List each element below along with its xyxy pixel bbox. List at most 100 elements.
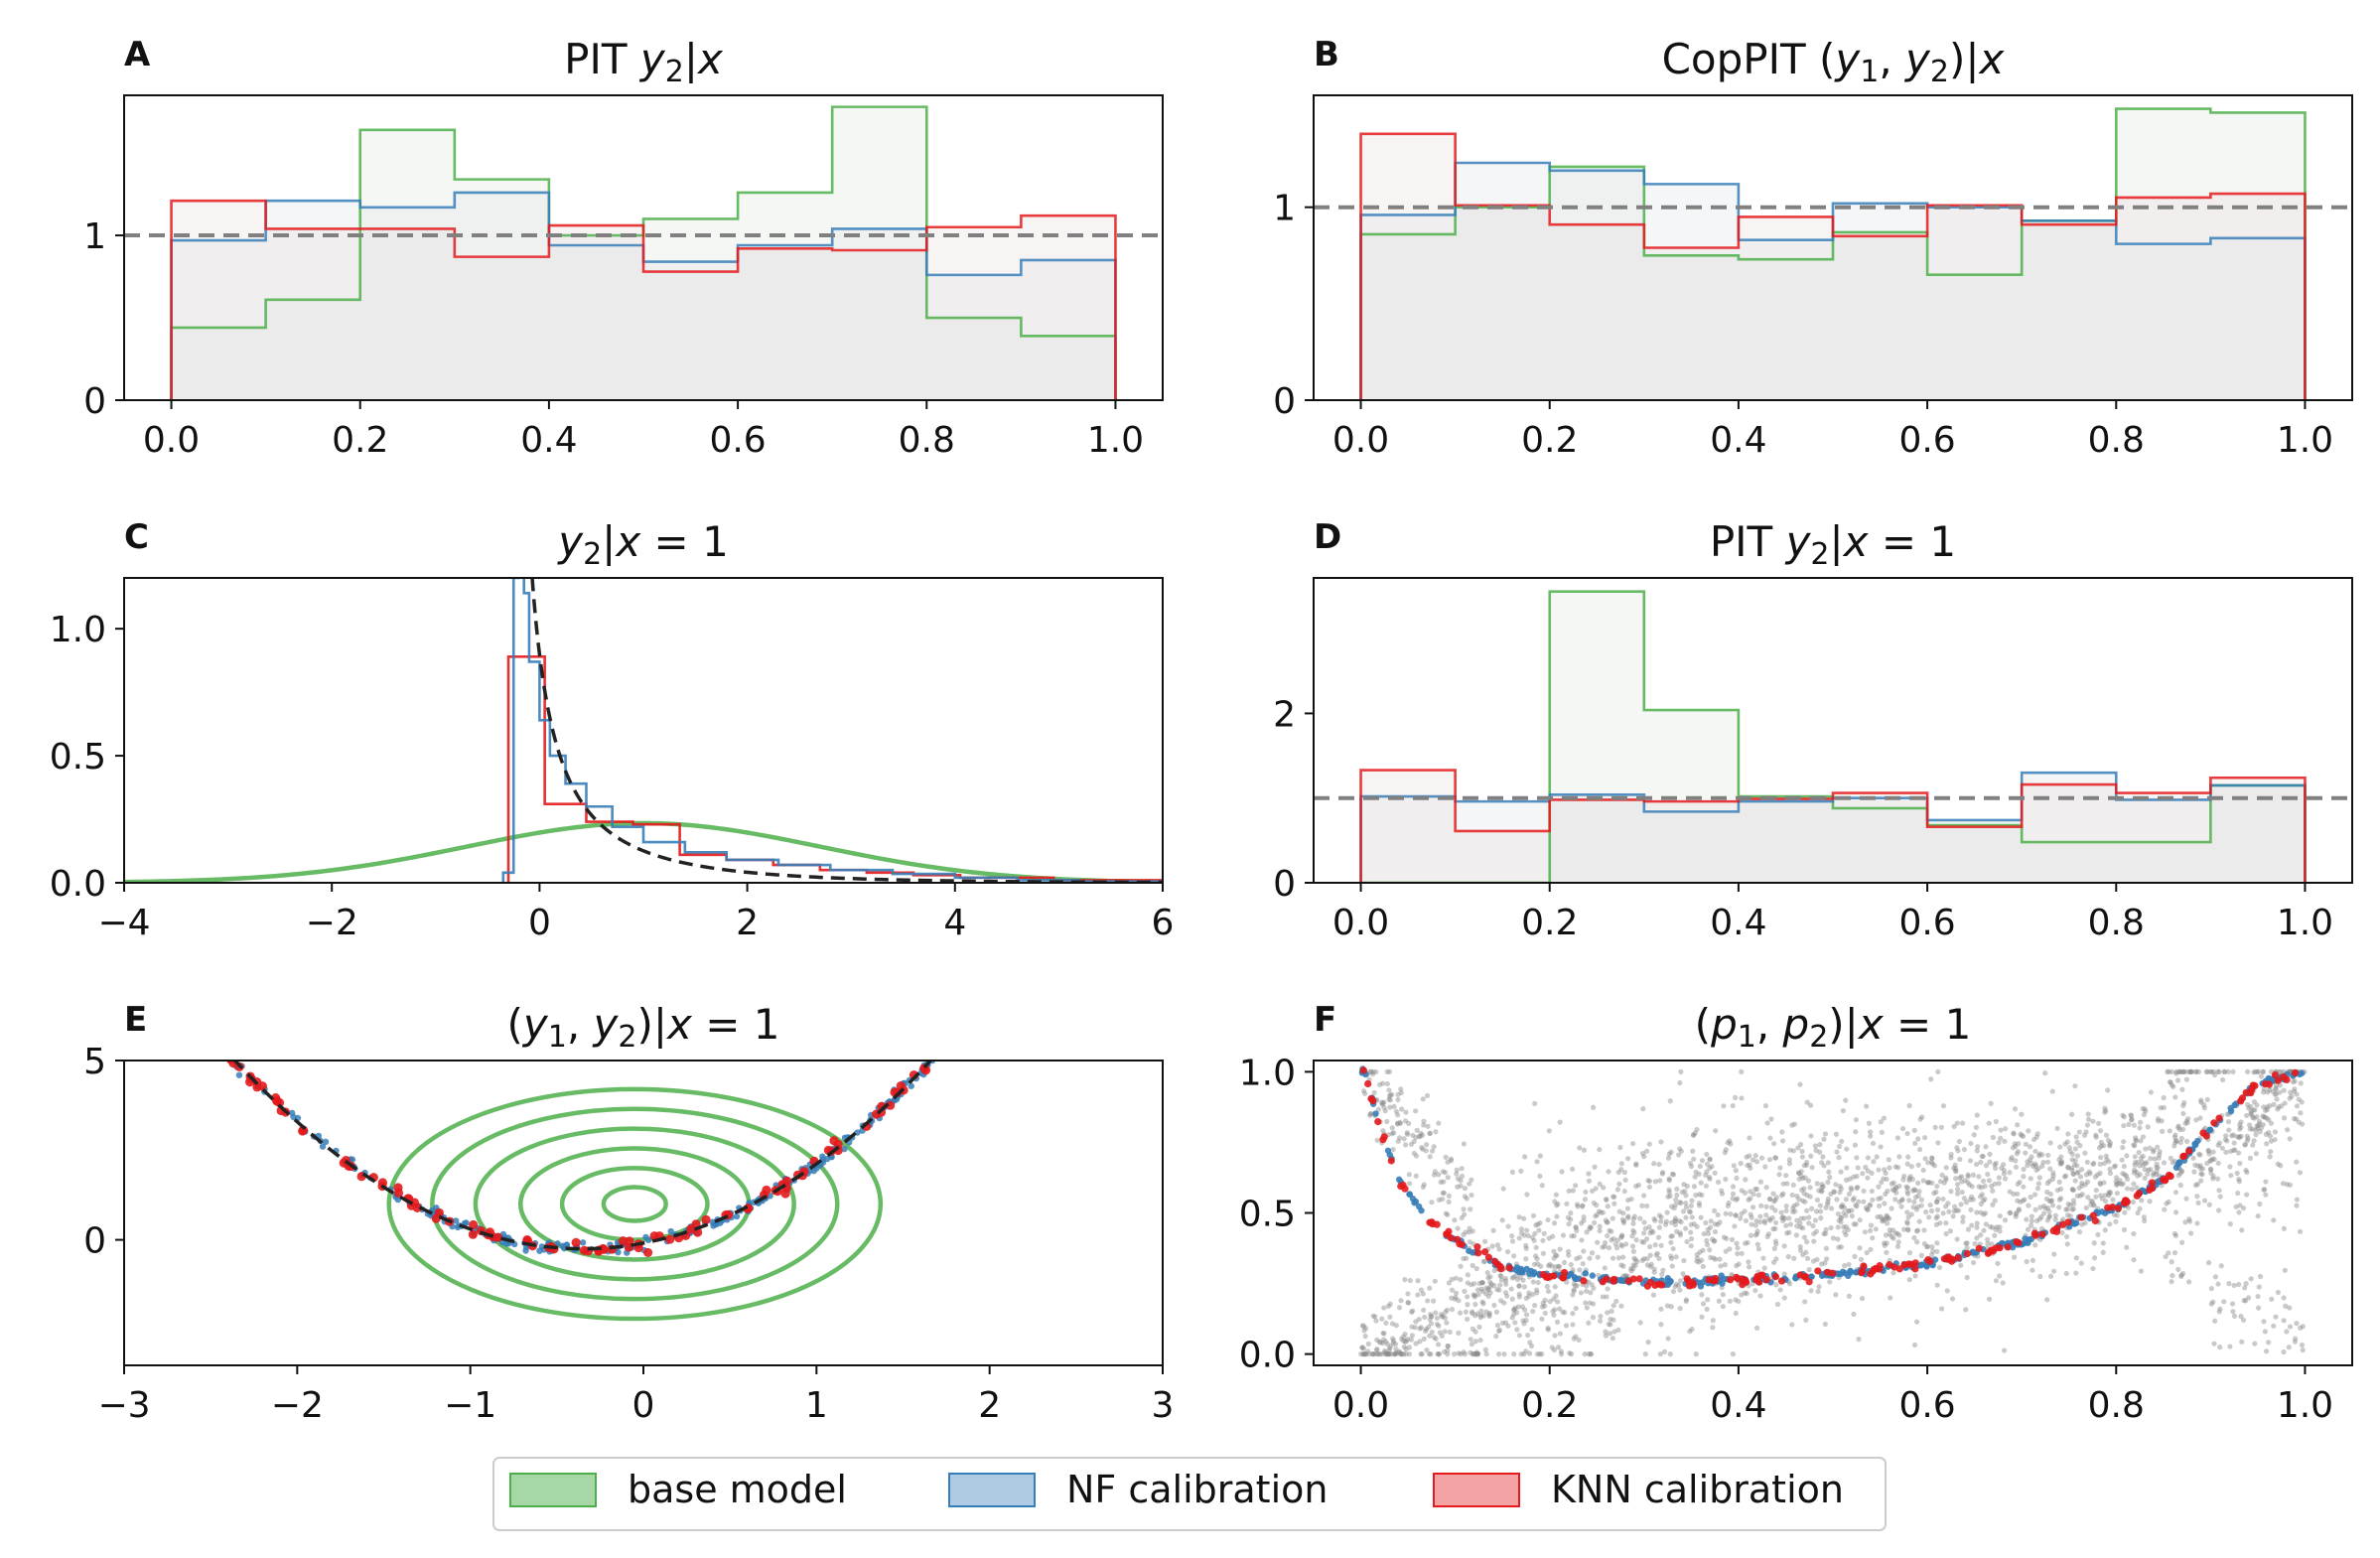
base-model-point bbox=[1838, 1170, 1843, 1175]
base-model-point bbox=[1935, 1207, 1940, 1212]
base-model-point bbox=[2077, 1129, 2082, 1134]
base-model-point bbox=[1538, 1154, 1543, 1159]
base-model-point bbox=[1557, 1306, 1562, 1311]
base-model-point bbox=[1997, 1273, 2002, 1278]
base-model-point bbox=[1647, 1185, 1652, 1190]
knn-sample-point bbox=[1990, 1247, 1997, 1254]
base-model-point bbox=[2236, 1177, 2241, 1182]
base-model-point bbox=[2013, 1141, 2018, 1146]
base-model-point bbox=[1965, 1245, 1970, 1250]
base-model-point bbox=[1704, 1152, 1709, 1157]
base-model-point bbox=[2170, 1273, 2174, 1278]
base-model-point bbox=[1545, 1217, 1550, 1222]
panel-d: PIT y2​|x = 1D0.00.20.40.60.81.002 bbox=[1273, 517, 2352, 943]
base-model-point bbox=[1363, 1334, 1368, 1339]
base-model-point bbox=[1705, 1297, 1710, 1302]
base-model-point bbox=[2037, 1204, 2042, 1209]
base-model-point bbox=[2126, 1122, 2131, 1127]
base-model-point bbox=[1610, 1336, 1615, 1341]
base-model-point bbox=[1501, 1186, 1506, 1191]
base-model-point bbox=[1875, 1154, 1880, 1159]
base-model-point bbox=[2065, 1212, 2070, 1217]
base-model-point bbox=[1726, 1204, 1731, 1208]
base-model-point bbox=[2048, 1199, 2053, 1204]
knn-sample-point bbox=[1772, 1273, 1779, 1280]
base-model-point bbox=[2040, 1160, 2045, 1165]
base-model-point bbox=[2279, 1103, 2284, 1108]
base-model-point bbox=[2223, 1150, 2228, 1155]
base-model-point bbox=[1763, 1103, 1768, 1108]
base-model-point bbox=[1466, 1280, 1470, 1285]
base-model-point bbox=[2071, 1202, 2076, 1206]
x-tick-label: 0.4 bbox=[1710, 1385, 1766, 1426]
x-tick-label: −4 bbox=[97, 903, 150, 943]
base-model-point bbox=[2191, 1170, 2196, 1175]
base-model-point bbox=[2288, 1324, 2293, 1329]
base-model-point bbox=[1630, 1141, 1635, 1146]
nf-sample-point bbox=[580, 1239, 586, 1245]
knn-sample-point bbox=[2031, 1229, 2038, 1236]
base-model-point bbox=[1879, 1119, 1884, 1124]
knn-sample-point bbox=[1429, 1220, 1436, 1227]
base-model-point bbox=[1581, 1248, 1586, 1253]
x-tick-label: 0.2 bbox=[1521, 1385, 1578, 1426]
base-model-point bbox=[1962, 1147, 1967, 1152]
knn-sample-point bbox=[190, 999, 199, 1008]
base-model-point bbox=[2211, 1342, 2216, 1346]
base-model-point bbox=[2178, 1274, 2183, 1279]
y-tick-label: 0.5 bbox=[1239, 1195, 1296, 1235]
base-model-point bbox=[1993, 1166, 1998, 1171]
base-model-point bbox=[1939, 1125, 1944, 1130]
base-model-point bbox=[2295, 1091, 2300, 1096]
knn-sample-point bbox=[223, 1046, 232, 1055]
base-model-point bbox=[2232, 1314, 2237, 1319]
base-model-point bbox=[2183, 1121, 2188, 1126]
base-model-point bbox=[2217, 1309, 2222, 1314]
base-model-point bbox=[1756, 1246, 1761, 1251]
base-model-point bbox=[1672, 1284, 1677, 1289]
base-model-point bbox=[2268, 1134, 2273, 1139]
base-model-point bbox=[1472, 1302, 1477, 1307]
base-model-point bbox=[2045, 1153, 2050, 1158]
base-model-point bbox=[2020, 1133, 2025, 1138]
base-model-point bbox=[1710, 1325, 1715, 1330]
base-model-point bbox=[1834, 1149, 1839, 1154]
base-model-point bbox=[1782, 1243, 1787, 1248]
base-model-point bbox=[1592, 1220, 1597, 1225]
base-model-point bbox=[2009, 1157, 2014, 1162]
base-model-point bbox=[1534, 1245, 1539, 1250]
base-model-point bbox=[1647, 1244, 1652, 1249]
knn-sample-point bbox=[2124, 1199, 2131, 1205]
nf-sample-point bbox=[933, 1052, 939, 1058]
knn-sample-point bbox=[572, 1238, 581, 1247]
base-model-point bbox=[1834, 1197, 1839, 1202]
base-model-point bbox=[2143, 1106, 2148, 1111]
knn-sample-point bbox=[1397, 1183, 1404, 1190]
base-model-point bbox=[1904, 1131, 1909, 1136]
base-model-point bbox=[1540, 1238, 1545, 1243]
base-model-point bbox=[1583, 1351, 1588, 1356]
base-model-point bbox=[1861, 1200, 1866, 1204]
base-model-point bbox=[1900, 1126, 1905, 1131]
base-model-point bbox=[1700, 1158, 1705, 1163]
base-model-point bbox=[1779, 1129, 1784, 1134]
base-model-point bbox=[1542, 1298, 1547, 1303]
base-model-point bbox=[2217, 1345, 2222, 1349]
base-model-point bbox=[1681, 1208, 1686, 1213]
panel-title: (y1​, y2​)|x = 1 bbox=[506, 1000, 779, 1055]
base-model-point bbox=[2051, 1251, 2056, 1256]
base-model-point bbox=[1905, 1227, 1910, 1232]
base-model-point bbox=[1633, 1184, 1638, 1189]
base-model-point bbox=[1963, 1307, 1968, 1312]
base-model-point bbox=[1387, 1105, 1392, 1110]
base-model-point bbox=[2134, 1138, 2139, 1143]
base-model-point bbox=[1453, 1295, 1458, 1300]
base-model-point bbox=[1983, 1184, 1988, 1189]
plot-area bbox=[1314, 592, 2352, 883]
base-model-point bbox=[1847, 1192, 1852, 1197]
knn-sample-point bbox=[1684, 1275, 1691, 1282]
base-model-point bbox=[1463, 1351, 1468, 1356]
knn-sample-point bbox=[1374, 1118, 1381, 1125]
base-model-point bbox=[1890, 1236, 1895, 1241]
base-model-point bbox=[1379, 1317, 1384, 1322]
